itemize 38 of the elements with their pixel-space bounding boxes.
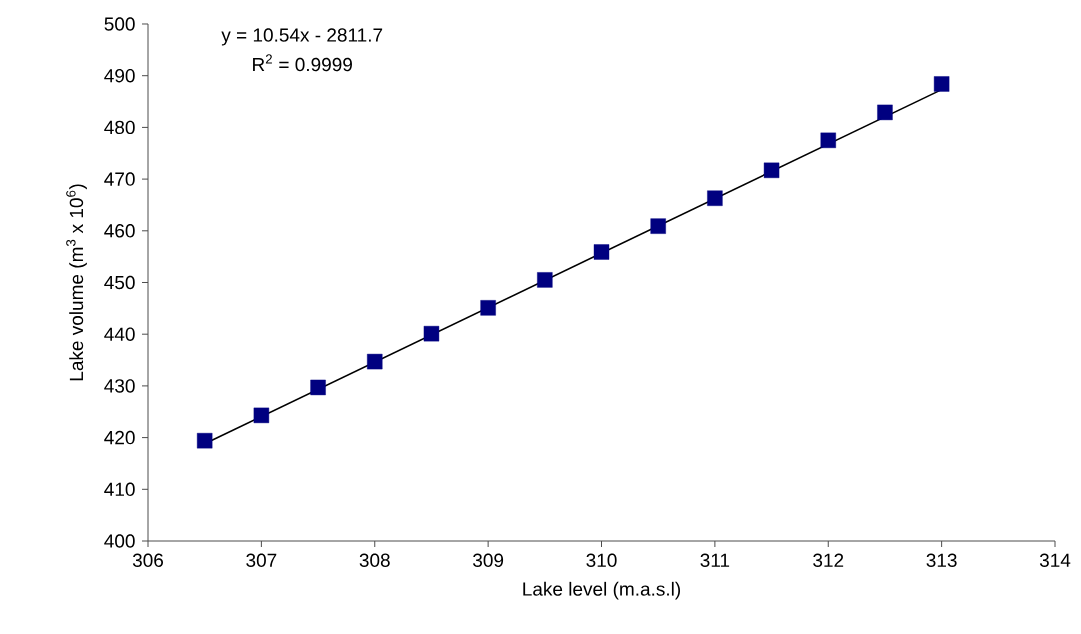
point (707, 190, 723, 206)
y-tick-label: 410 (104, 482, 135, 497)
y-tick-label: 400 (104, 534, 135, 548)
x-tick-label: 311 (700, 553, 730, 567)
point (593, 244, 610, 260)
point (196, 433, 213, 449)
x-tick-label: 309 (473, 553, 504, 567)
point (537, 272, 553, 288)
y-tick-label: 480 (104, 120, 135, 135)
y-tick-label: 420 (104, 430, 135, 445)
annotation: R$^{2}$ = 0.9999 (253, 54, 352, 72)
y-axis-title: Lake volume (m$^{3}$ x 10$^{6}$) (66, 184, 87, 381)
point (650, 218, 666, 234)
point (253, 407, 270, 424)
point (877, 104, 893, 121)
y-tick-label: 430 (104, 379, 135, 393)
y-tick-label: 500 (104, 17, 135, 31)
x-tick-label: 312 (813, 553, 844, 567)
x-tick-label: 306 (132, 553, 164, 567)
y-tick-label: 440 (104, 327, 135, 341)
point (820, 132, 836, 149)
annotation: y = 10.54x - 2811.7 (221, 28, 383, 46)
point (423, 325, 440, 342)
x-tick-label: 310 (586, 553, 617, 567)
point (763, 162, 780, 179)
x-tick-label: 307 (246, 553, 277, 567)
x-tick-label: 314 (1039, 553, 1071, 567)
y-tick-label: 460 (104, 224, 135, 238)
point (933, 76, 950, 92)
x-tick-label: 313 (926, 553, 957, 567)
x-axis-title: Lake level (m.a.s.l) (523, 581, 681, 600)
point (310, 379, 326, 396)
y-tick-label: 470 (104, 172, 135, 186)
x-tick-label: 308 (359, 553, 390, 567)
y-tick-label: 490 (104, 68, 135, 83)
y-tick-label: 450 (104, 275, 135, 290)
point (367, 353, 383, 370)
point (480, 300, 496, 316)
